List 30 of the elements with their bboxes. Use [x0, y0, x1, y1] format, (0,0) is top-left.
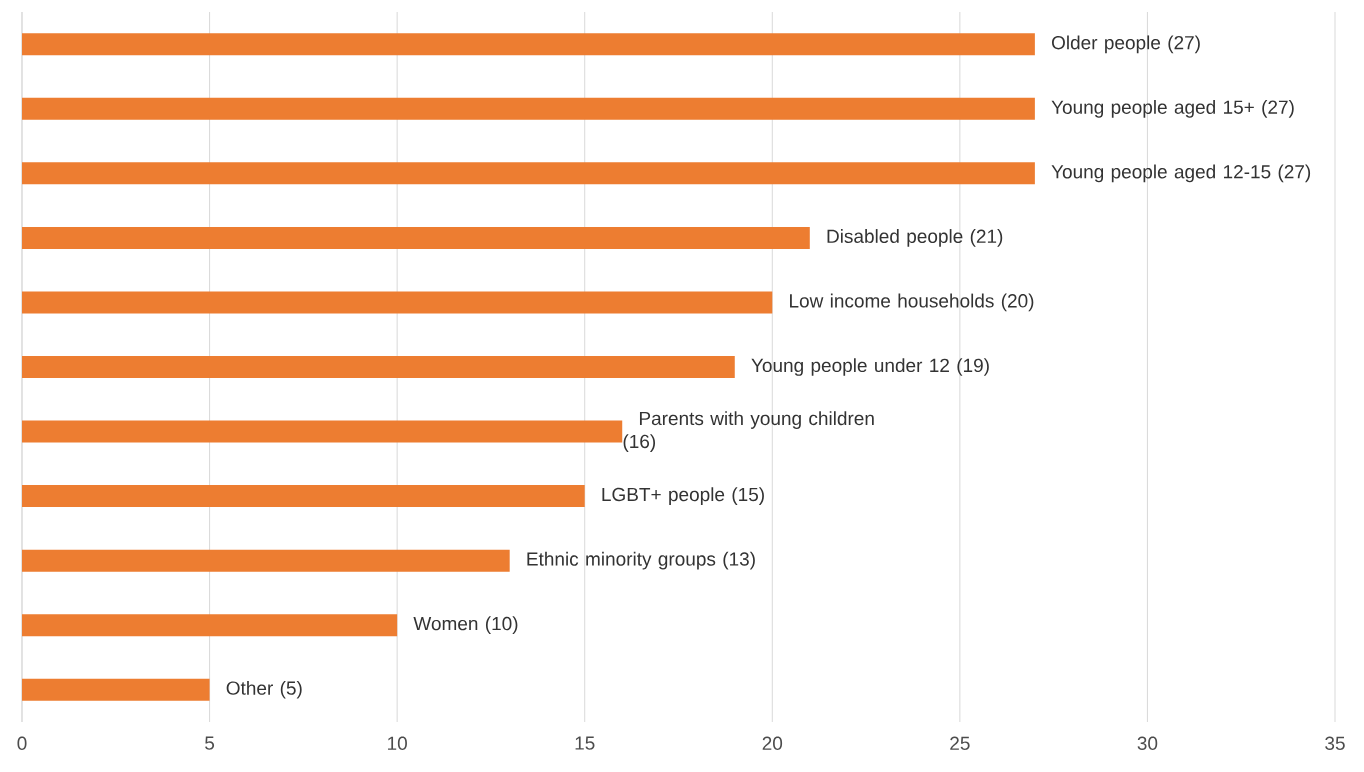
x-tick-label: 10 [388, 736, 407, 750]
bar [22, 226, 810, 249]
y-tick-label: Disabled people (21) [827, 229, 1003, 247]
bar [22, 162, 1035, 185]
y-tick-label: Young people under 12 (19) [751, 358, 989, 376]
bar [22, 97, 1035, 120]
y-tick-label: Young people aged 12-15 (27) [1051, 164, 1311, 183]
bar [22, 485, 585, 508]
x-tick-label: 5 [205, 736, 215, 750]
y-tick-label: Ethnic minority groups (13) [527, 551, 755, 570]
y-tick-label: Low income households (20) [790, 293, 1034, 312]
bar [22, 33, 1035, 56]
x-tick-label: 25 [950, 736, 970, 750]
bar [22, 678, 210, 701]
y-tick-label: Women (10) [413, 616, 518, 635]
bar [22, 549, 510, 572]
bar [22, 291, 773, 314]
y-tick-label: Young people aged 15+ (27) [1051, 99, 1294, 118]
bar [22, 420, 623, 443]
x-tick-label: 15 [575, 736, 595, 750]
y-tick-label: Parents with young children (16) [623, 411, 874, 452]
bar [22, 356, 735, 379]
x-tick-label: 30 [1137, 736, 1158, 750]
y-tick-label: Older people (27) [1051, 35, 1200, 54]
x-tick-label: 20 [762, 736, 783, 750]
y-tick-label: Other (5) [226, 680, 302, 699]
bar [22, 614, 398, 637]
y-tick-label: LGBT+ people (15) [602, 487, 764, 505]
x-tick-label: 0 [17, 736, 27, 750]
x-tick-label: 35 [1325, 736, 1345, 750]
